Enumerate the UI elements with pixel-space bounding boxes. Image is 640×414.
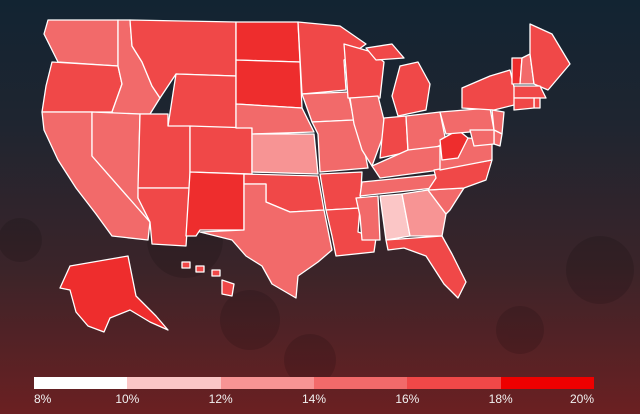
state-ak[interactable] — [59, 255, 169, 333]
legend-tick-label: 18% — [488, 392, 513, 406]
state-wy[interactable] — [167, 73, 237, 129]
legend-bin-2 — [127, 377, 221, 389]
state-mi[interactable] — [365, 43, 431, 117]
state-ct[interactable] — [513, 97, 535, 111]
state-ny[interactable] — [461, 69, 519, 111]
state-fl[interactable] — [385, 235, 467, 299]
state-ia[interactable] — [301, 91, 355, 123]
legend-tick-labels: 8% 10% 12% 14% 16% 18% 20% — [34, 392, 594, 410]
state-ms[interactable] — [355, 195, 381, 241]
legend-bin-3 — [220, 377, 314, 389]
state-co[interactable] — [189, 125, 253, 175]
legend-tick-label: 16% — [395, 392, 420, 406]
state-nm[interactable] — [185, 171, 245, 237]
legend-bin-6 — [500, 377, 594, 389]
state-sd[interactable] — [235, 59, 303, 109]
state-wa[interactable] — [43, 19, 119, 67]
state-ri[interactable] — [533, 97, 541, 109]
legend-color-bar — [34, 377, 594, 389]
legend-tick-label: 10% — [115, 392, 140, 406]
state-or[interactable] — [41, 61, 123, 113]
state-nd[interactable] — [235, 21, 301, 63]
legend-tick-label: 14% — [301, 392, 327, 406]
state-ma[interactable] — [513, 85, 547, 99]
legend-tick-label: 20% — [569, 392, 594, 406]
state-md[interactable] — [469, 129, 495, 147]
state-ga[interactable] — [401, 189, 447, 237]
state-hi[interactable] — [181, 261, 235, 297]
legend-bin-5 — [407, 377, 501, 389]
state-ks[interactable] — [251, 133, 319, 175]
state-tx[interactable] — [199, 183, 333, 299]
legend-tick-label: 12% — [208, 392, 233, 406]
legend-tick-label: 8% — [34, 392, 52, 406]
legend-bin-4 — [313, 377, 408, 389]
legend-bin-1 — [34, 377, 128, 389]
state-me[interactable] — [529, 23, 571, 91]
state-ar[interactable] — [319, 171, 363, 211]
